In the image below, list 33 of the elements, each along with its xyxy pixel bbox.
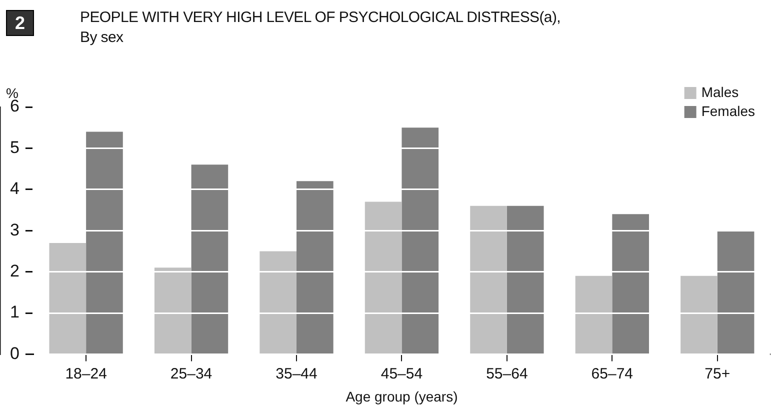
x-axis-title: Age group (years) (346, 388, 458, 404)
bar (575, 276, 612, 354)
legend-label: Males (701, 84, 739, 100)
chart-subtitle: By sex (80, 28, 124, 48)
bar (86, 132, 123, 354)
chart-title: PEOPLE WITH VERY HIGH LEVEL OF PSYCHOLOGICAL DISTRESS(a), (80, 8, 561, 28)
y-tick-label: 3 (10, 220, 20, 240)
y-tick-label: 1 (10, 302, 20, 322)
bar (364, 202, 402, 354)
x-tick-label: 25–34 (170, 365, 212, 382)
bar (717, 230, 754, 354)
bar (506, 206, 544, 354)
y-tick-label: 2 (10, 261, 20, 280)
x-tick-label: 45–54 (380, 365, 423, 382)
x-tick-label: 18–24 (65, 365, 107, 382)
bar (49, 242, 86, 354)
bar (402, 128, 439, 354)
bar (470, 206, 507, 354)
x-tick-label: 35–44 (276, 365, 318, 382)
x-tick-label: 55–64 (486, 365, 528, 382)
y-tick-label: 5 (10, 138, 20, 157)
legend-label: Females (701, 102, 756, 119)
bar (612, 214, 649, 354)
x-tick-label: 75+ (704, 365, 730, 382)
bar (680, 276, 718, 354)
y-axis-title: % (6, 84, 18, 101)
bar (191, 164, 228, 354)
x-tick-label: 65–74 (591, 365, 634, 382)
y-tick-label: 0 (10, 344, 20, 363)
bar (296, 181, 334, 354)
y-tick-label: 4 (10, 179, 20, 198)
bar (154, 268, 192, 354)
bar (260, 251, 297, 354)
